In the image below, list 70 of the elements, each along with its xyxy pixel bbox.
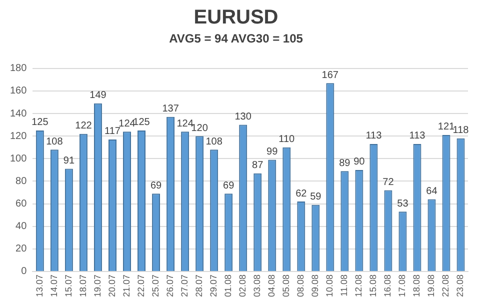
y-tick-label: 20: [16, 244, 28, 255]
y-tick-label: 120: [10, 130, 28, 142]
x-tick-label: 28.07: [194, 274, 204, 298]
data-label: 113: [409, 130, 426, 142]
x-tick-label: 19.07: [92, 274, 102, 298]
data-label: 149: [90, 90, 107, 102]
data-label: 125: [32, 117, 49, 128]
y-tick-label: 180: [10, 63, 28, 74]
x-tick-label: 11.08: [339, 274, 350, 296]
y-tick-label: 80: [16, 176, 28, 187]
data-label: 99: [266, 146, 278, 158]
x-tick-label: 12.08: [354, 274, 364, 298]
x-tick-label: 26.07: [165, 274, 176, 298]
y-tick-label: 160: [10, 86, 28, 97]
data-label: 117: [104, 126, 121, 138]
data-label: 130: [234, 112, 252, 123]
x-tick-label: 20.07: [106, 274, 117, 298]
chart-subtitle: AVG5 = 94 AVG30 = 105: [169, 32, 304, 46]
data-label: 91: [63, 156, 75, 167]
data-label: 122: [75, 120, 92, 132]
x-tick-label: 15.07: [63, 274, 74, 298]
y-tick-label: 140: [10, 108, 28, 120]
data-label: 87: [252, 160, 264, 172]
x-tick-label: 13.07: [34, 274, 44, 298]
x-tick-label: 15.08: [368, 274, 378, 298]
x-tick-label: 14.07: [48, 274, 59, 298]
chart-title: EURUSD: [194, 6, 278, 29]
data-label: 120: [191, 122, 208, 134]
data-label: 110: [278, 134, 296, 146]
x-tick-label: 18.07: [78, 274, 88, 298]
x-tick-label: 16.08: [382, 274, 393, 298]
x-tick-label: 01.08: [223, 274, 234, 298]
x-tick-label: 04.08: [266, 274, 277, 298]
x-tick-label: 23.08: [455, 274, 466, 298]
data-label: 108: [206, 136, 223, 148]
y-tick-label: 40: [16, 221, 28, 232]
x-tick-label: 08.08: [296, 274, 306, 298]
data-label: 167: [322, 70, 339, 81]
x-tick-label: 02.08: [238, 274, 248, 298]
data-label: 125: [133, 117, 150, 128]
data-label: 108: [46, 136, 64, 148]
x-tick-label: 09.08: [310, 274, 320, 298]
data-label: 118: [452, 125, 470, 136]
x-tick-label: 27.07: [180, 274, 190, 298]
x-tick-label: 18.08: [412, 274, 422, 298]
data-label: 69: [150, 180, 162, 192]
x-tick-label: 19.08: [426, 274, 436, 298]
data-label: 64: [426, 186, 438, 198]
x-tick-label: 21.07: [121, 274, 132, 298]
x-tick-label: 10.08: [324, 274, 335, 298]
y-tick-label: 60: [16, 198, 28, 210]
data-label: 89: [339, 158, 351, 169]
x-tick-label: 03.08: [252, 274, 262, 298]
x-tick-label: 05.08: [281, 274, 292, 298]
x-tick-label: 29.07: [208, 274, 219, 298]
y-tick-label: 100: [10, 153, 28, 164]
data-label: 59: [310, 192, 322, 203]
data-label: 69: [223, 180, 235, 192]
x-tick-label: 17.08: [397, 274, 408, 298]
data-label: 90: [354, 156, 366, 168]
data-label: 72: [382, 176, 394, 188]
data-label: 124: [176, 118, 194, 130]
x-tick-label: 22.07: [136, 274, 146, 298]
data-label: 62: [296, 188, 308, 200]
y-tick-label: 0: [21, 266, 28, 278]
data-label: 113: [366, 130, 382, 142]
x-tick-label: 22.08: [440, 274, 451, 298]
x-tick-label: 25.07: [150, 274, 161, 298]
data-label: 53: [397, 198, 409, 210]
data-label: 137: [162, 104, 180, 115]
